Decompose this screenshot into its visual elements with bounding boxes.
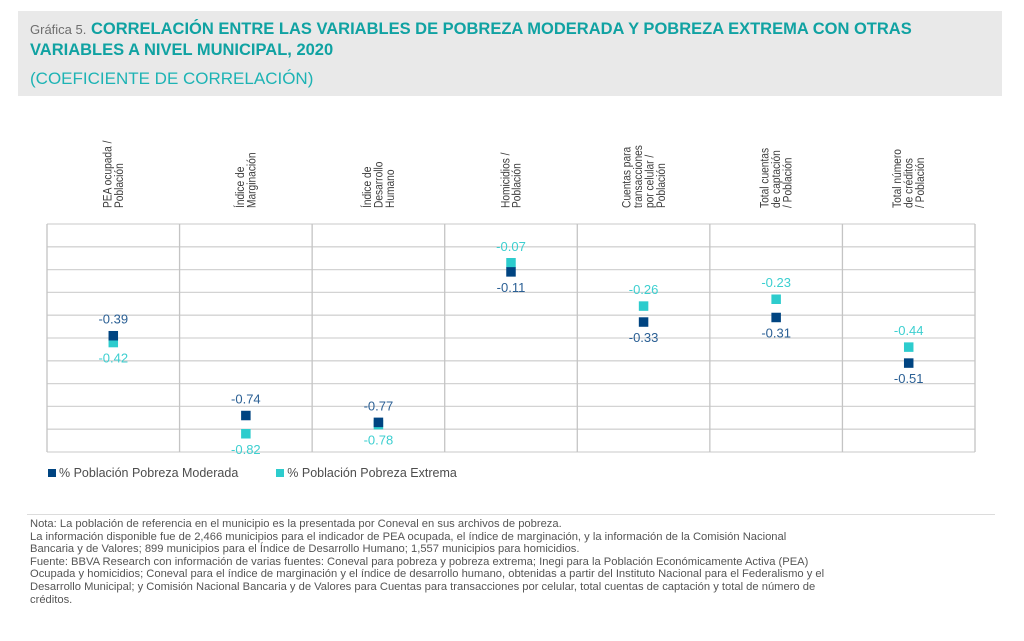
legend-label-moderada: % Población Pobreza Moderada [59, 466, 239, 480]
footnote-line: La información disponible fue de 2,466 m… [30, 530, 787, 543]
footnote-line: Ocupada y homicidios; Coneval para el ín… [30, 568, 825, 581]
footnote-line: Desarrollo Municipal; y Comisión Naciona… [30, 580, 816, 593]
marker-pobreza-moderada [241, 410, 251, 421]
marker-pobreza-extrema [638, 301, 649, 311]
marker-pobreza-moderada [638, 317, 649, 327]
chart-header: Gráfica 5. CORRELACIÓN ENTRE LAS VARIABL… [18, 11, 1002, 96]
category-label-line: Índice de [360, 167, 374, 208]
chart-subtitle: (COEFICIENTE DE CORRELACIÓN) [30, 69, 314, 88]
category-label-line: Desarrollo [373, 162, 386, 208]
data-label-extrema: -0.82 [231, 442, 261, 457]
data-label-moderada: -0.33 [629, 330, 659, 345]
category-label-line: Población [655, 163, 668, 208]
chart-title: Gráfica 5. CORRELACIÓN ENTRE LAS VARIABL… [30, 19, 995, 60]
category-labels: PEA ocupada /Población Índice deMarginaci… [102, 140, 928, 208]
category-label-line: Total número [892, 149, 905, 208]
notes-divider [27, 514, 995, 515]
category-label-line: Población [113, 163, 126, 208]
footnote-line: Nota: La población de referencia en el m… [30, 518, 562, 530]
category-label: Homicidios /Población [500, 152, 524, 208]
marker-pobreza-extrema [506, 258, 516, 268]
data-label-extrema: -0.44 [894, 323, 924, 338]
data-markers: -0.39 -0.42 -0.74 -0.82 -0.77 -0.78 -0.07 -0.11… [98, 239, 923, 457]
chart-number: Gráfica 5. [30, 22, 87, 37]
correlation-chart: PEA ocupada /Población Índice deMarginaci… [46, 140, 976, 457]
marker-pobreza-moderada [506, 267, 516, 277]
legend: % Población Pobreza Moderada % Población… [48, 466, 457, 480]
legend-label-extrema: % Población Pobreza Extrema [287, 466, 457, 480]
category-label-line: / Población [915, 158, 928, 208]
data-label-moderada: -0.39 [98, 312, 128, 327]
category-label-line: de créditos [903, 158, 916, 208]
legend-item-moderada: % Población Pobreza Moderada [48, 466, 238, 480]
footnote-line: créditos. [30, 593, 73, 606]
category-label-line: Humano [384, 169, 397, 208]
marker-pobreza-moderada [108, 330, 119, 341]
data-label-extrema: -0.26 [629, 282, 659, 297]
legend-item-extrema: % Población Pobreza Extrema [276, 466, 457, 480]
data-label-moderada: -0.77 [364, 398, 394, 413]
category-label-line: Población [511, 163, 524, 208]
legend-swatch-moderada [48, 469, 56, 477]
grid [46, 223, 976, 453]
data-label-extrema: -0.07 [496, 239, 526, 254]
category-label: PEA ocupada /Población [102, 140, 126, 208]
marker-pobreza-moderada [903, 358, 914, 368]
category-label-line: Homicidios / [500, 152, 513, 208]
category-label-line: / Población [782, 158, 795, 208]
data-label-extrema: -0.23 [761, 275, 791, 290]
data-label-moderada: -0.31 [761, 325, 791, 340]
chart-title-text: CORRELACIÓN ENTRE LAS VARIABLES DE POBRE… [30, 20, 912, 59]
data-label-moderada: -0.11 [497, 280, 526, 295]
footnotes: Nota: La población de referencia en el m… [30, 518, 990, 606]
marker-pobreza-extrema [903, 342, 914, 352]
category-label-line: por celular / [644, 154, 657, 208]
data-label-moderada: -0.74 [231, 392, 261, 407]
category-label-line: Total cuentas [759, 148, 772, 208]
category-label-line: Índice de [233, 167, 247, 208]
category-label-line: PEA ocupada / [102, 140, 115, 208]
category-label-line: Cuentas para [621, 146, 634, 208]
legend-swatch-extrema [276, 469, 285, 477]
marker-pobreza-extrema [771, 294, 781, 304]
category-label-line: Marginación [246, 152, 259, 208]
marker-pobreza-moderada [771, 312, 781, 323]
marker-pobreza-extrema [108, 337, 119, 348]
category-label-line: de captación [770, 150, 783, 208]
data-label-moderada: -0.51 [894, 371, 924, 386]
data-label-extrema: -0.78 [364, 433, 394, 448]
footnote-line: Bancaria y de Valores; 899 municipios pa… [30, 543, 580, 556]
data-label-extrema: -0.42 [98, 351, 128, 366]
footnote-line: Fuente: BBVA Research con información de… [30, 555, 809, 568]
marker-pobreza-moderada [373, 417, 384, 428]
category-label-line: transacciones [632, 145, 645, 208]
marker-pobreza-extrema [241, 429, 251, 439]
